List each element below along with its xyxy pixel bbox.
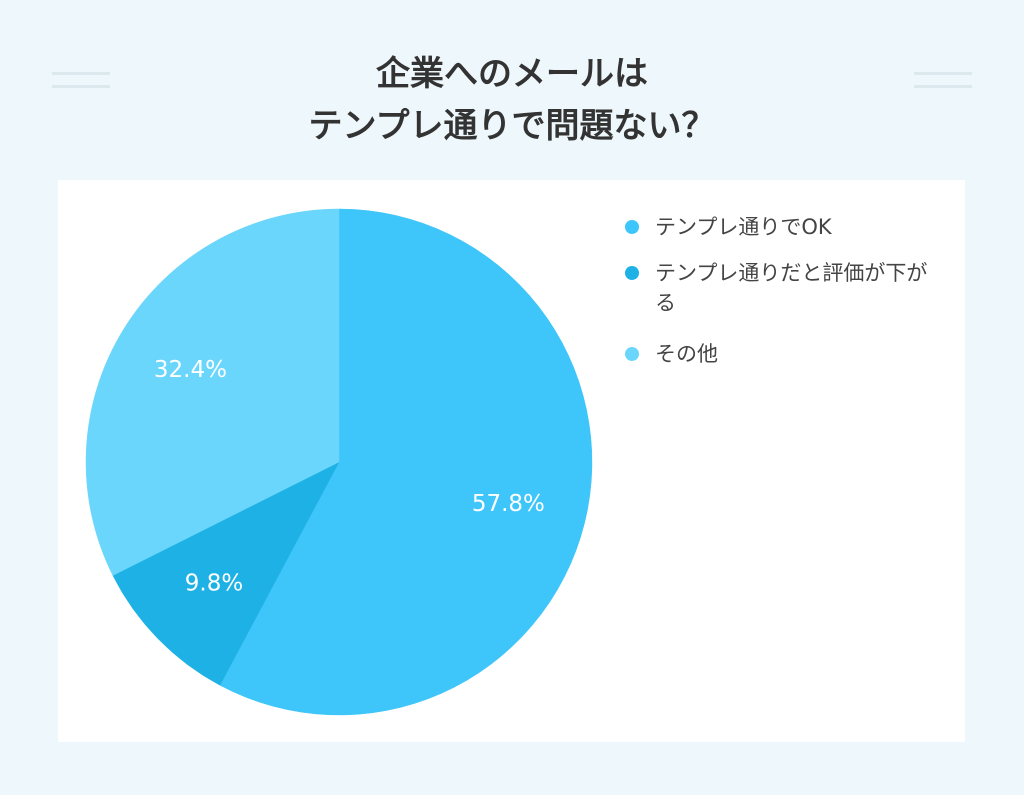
- decoration: [914, 72, 972, 75]
- pie-slice: [112, 461, 340, 686]
- chart-title: 企業へのメールは: [376, 54, 648, 94]
- data-label: 9.8%: [185, 570, 243, 596]
- decoration: [52, 72, 110, 75]
- pie-slice: [85, 208, 340, 576]
- pie-slice: [219, 208, 593, 716]
- legend-label: テンプレ通りだと評価が下がる: [655, 261, 928, 315]
- legend-label: テンプレ通りでOK: [655, 215, 832, 239]
- data-label: 57.8%: [472, 491, 545, 517]
- decoration: [52, 85, 110, 88]
- legend-label: その他: [655, 342, 718, 366]
- legend-marker: [625, 220, 639, 234]
- legend-marker: [625, 266, 639, 280]
- data-label: 32.4%: [154, 357, 227, 383]
- decoration: [914, 85, 972, 88]
- chart-title: テンプレ通りで問題ない？: [308, 106, 716, 146]
- legend-marker: [625, 347, 639, 361]
